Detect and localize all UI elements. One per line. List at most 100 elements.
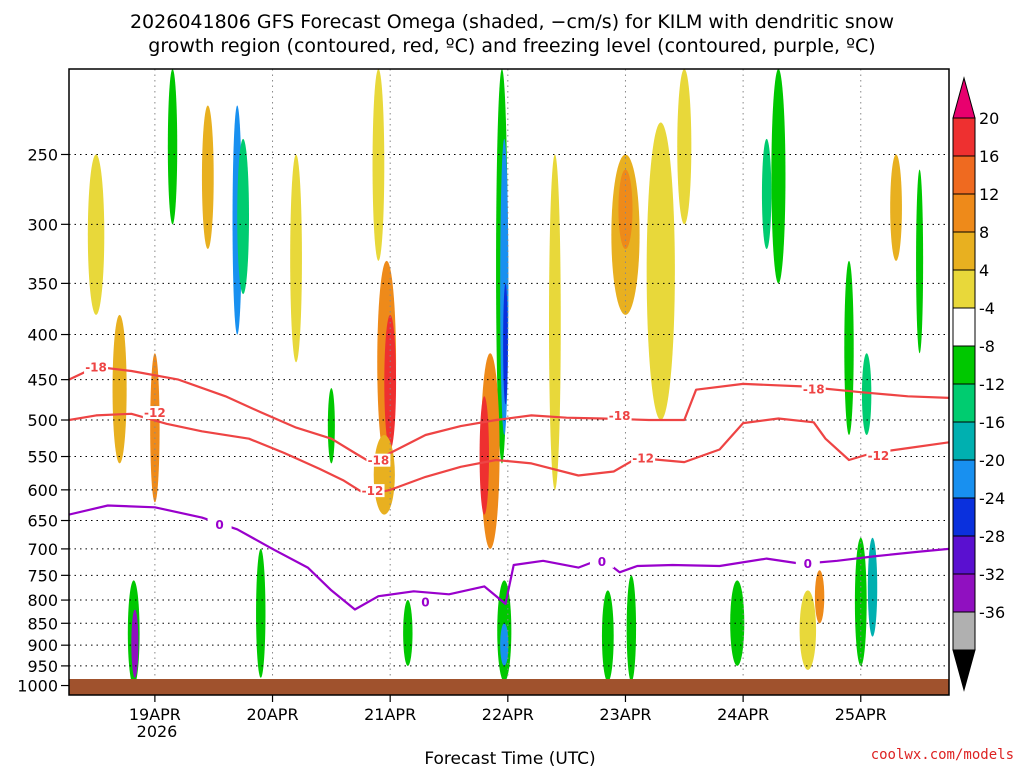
omega-shade-blob <box>799 590 817 670</box>
colorbar-label: -36 <box>979 603 1005 622</box>
y-tick-label: 800 <box>27 591 58 610</box>
contour-label-bg <box>607 409 632 423</box>
omega-shading <box>87 69 924 686</box>
contour-label-bg <box>142 406 167 420</box>
y-tick-label: 450 <box>27 371 58 390</box>
chart-title-line2: growth region (contoured, red, ºC) and f… <box>148 35 875 57</box>
y-tick-label: 750 <box>27 566 58 585</box>
y-tick-label: 500 <box>27 411 58 430</box>
ground-surface <box>69 679 949 695</box>
omega-shade-blob <box>479 396 490 515</box>
x-tick-label: 23APR <box>599 705 651 724</box>
colorbar-label: 8 <box>979 223 989 242</box>
contour-label-bg <box>207 518 232 532</box>
contour-label: -18 <box>85 361 107 375</box>
colorbar-swatch <box>952 269 976 309</box>
omega-shade-blob <box>814 570 825 624</box>
y-tick-label: 850 <box>27 614 58 633</box>
y-tick-label: 300 <box>27 215 58 234</box>
colorbar-swatch <box>952 497 976 537</box>
contour-label: -12 <box>144 406 166 420</box>
colorbar-label: -24 <box>979 489 1005 508</box>
y-tick-label: 550 <box>27 448 58 467</box>
colorbar-label: -20 <box>979 451 1005 470</box>
contour-label: -12 <box>362 484 384 498</box>
colorbar-swatch <box>952 459 976 499</box>
y-tick-label: 1000 <box>17 677 58 696</box>
contour-line <box>69 412 949 496</box>
omega-shade-blob <box>626 575 637 682</box>
colorbar-label: -16 <box>979 413 1005 432</box>
contour-label: -18 <box>803 383 825 397</box>
x-tick-label: 20APR <box>246 705 298 724</box>
omega-shade-blob <box>167 69 178 225</box>
colorbar-swatch <box>952 117 976 157</box>
contour-label: 0 <box>215 518 223 532</box>
omega-shade-blob <box>237 138 249 295</box>
colorbar-swatch <box>952 611 976 651</box>
contours: -18 -18 -18 -18 -12 -12 -12 -12 0 0 0 0 <box>69 360 949 611</box>
omega-shade-blob <box>373 435 395 515</box>
contour-label: -18 <box>368 454 390 468</box>
x-tick-label: 21APR <box>364 705 416 724</box>
contour-label-bg <box>360 484 385 498</box>
colorbar-swatch <box>952 535 976 575</box>
colorbar-swatch <box>952 307 976 347</box>
colorbar-swatch <box>952 231 976 271</box>
omega-shade-blob <box>618 169 633 250</box>
y-tick-label: 350 <box>27 274 58 293</box>
omega-shade-blob <box>327 388 335 464</box>
y-tick-label: 600 <box>27 481 58 500</box>
contour-label: 0 <box>421 595 429 609</box>
y-tick-label: 400 <box>27 326 58 345</box>
omega-shade-blob <box>916 169 924 354</box>
contour-label-bg <box>589 554 614 568</box>
omega-shade-blob <box>503 283 508 405</box>
colorbar-swatch <box>952 155 976 195</box>
omega-shade-blob <box>201 105 214 250</box>
contour-label: 0 <box>598 555 606 569</box>
y-axis: 250 300 350 400 450 500 550 600 650 700 750 800 850 9… <box>17 145 69 696</box>
colorbar-label: -28 <box>979 527 1005 546</box>
contour-label-bg <box>795 556 820 570</box>
contour-label: -12 <box>632 452 654 466</box>
colorbar-label: -8 <box>979 337 995 356</box>
colorbar-swatch <box>952 193 976 233</box>
chart-title-line1: 2026041806 GFS Forecast Omega (shaded, −… <box>130 11 894 33</box>
credit-text: coolwx.com/models <box>871 747 1014 763</box>
omega-shade-blob <box>890 154 902 261</box>
omega-shade-blob <box>601 590 614 682</box>
contour-label-bg <box>866 448 891 462</box>
contour-label-bg <box>631 451 656 465</box>
omega-shade-blob <box>131 609 139 678</box>
contour-label: -18 <box>609 409 631 423</box>
x-tick-label: 19APR <box>129 705 181 724</box>
x-tick-label: 25APR <box>835 705 887 724</box>
contour-label-bg <box>801 382 826 396</box>
omega-shade-blob <box>854 537 867 666</box>
colorbar-label: 20 <box>979 109 999 128</box>
omega-shade-blob <box>384 314 397 450</box>
plot-area: -18 -18 -18 -18 -12 -12 -12 -12 0 0 0 0 <box>69 69 949 695</box>
omega-shade-blob <box>646 122 675 421</box>
omega-shade-blob <box>549 154 561 490</box>
omega-shade-blob <box>677 69 692 225</box>
y-tick-label: 650 <box>27 512 58 531</box>
colorbar-swatch <box>952 383 976 423</box>
contour-line <box>69 504 949 611</box>
contour-label-bg <box>413 595 438 609</box>
x-axis-title: Forecast Time (UTC) <box>424 749 595 768</box>
contour-label-bg <box>366 453 391 467</box>
colorbar-label: 4 <box>979 261 989 280</box>
colorbar-min-triangle <box>952 649 976 692</box>
contour-line <box>69 365 949 465</box>
colorbar-swatch <box>952 345 976 385</box>
x-tick-label: 24APR <box>717 705 769 724</box>
y-tick-label: 250 <box>27 145 58 164</box>
colorbar-label: -4 <box>979 299 995 318</box>
omega-shade-blob <box>761 138 772 250</box>
contour-label: 0 <box>804 557 812 571</box>
omega-shade-blob <box>500 623 509 666</box>
x-year-label: 2026 <box>137 722 178 741</box>
omega-shade-blob <box>730 580 745 666</box>
